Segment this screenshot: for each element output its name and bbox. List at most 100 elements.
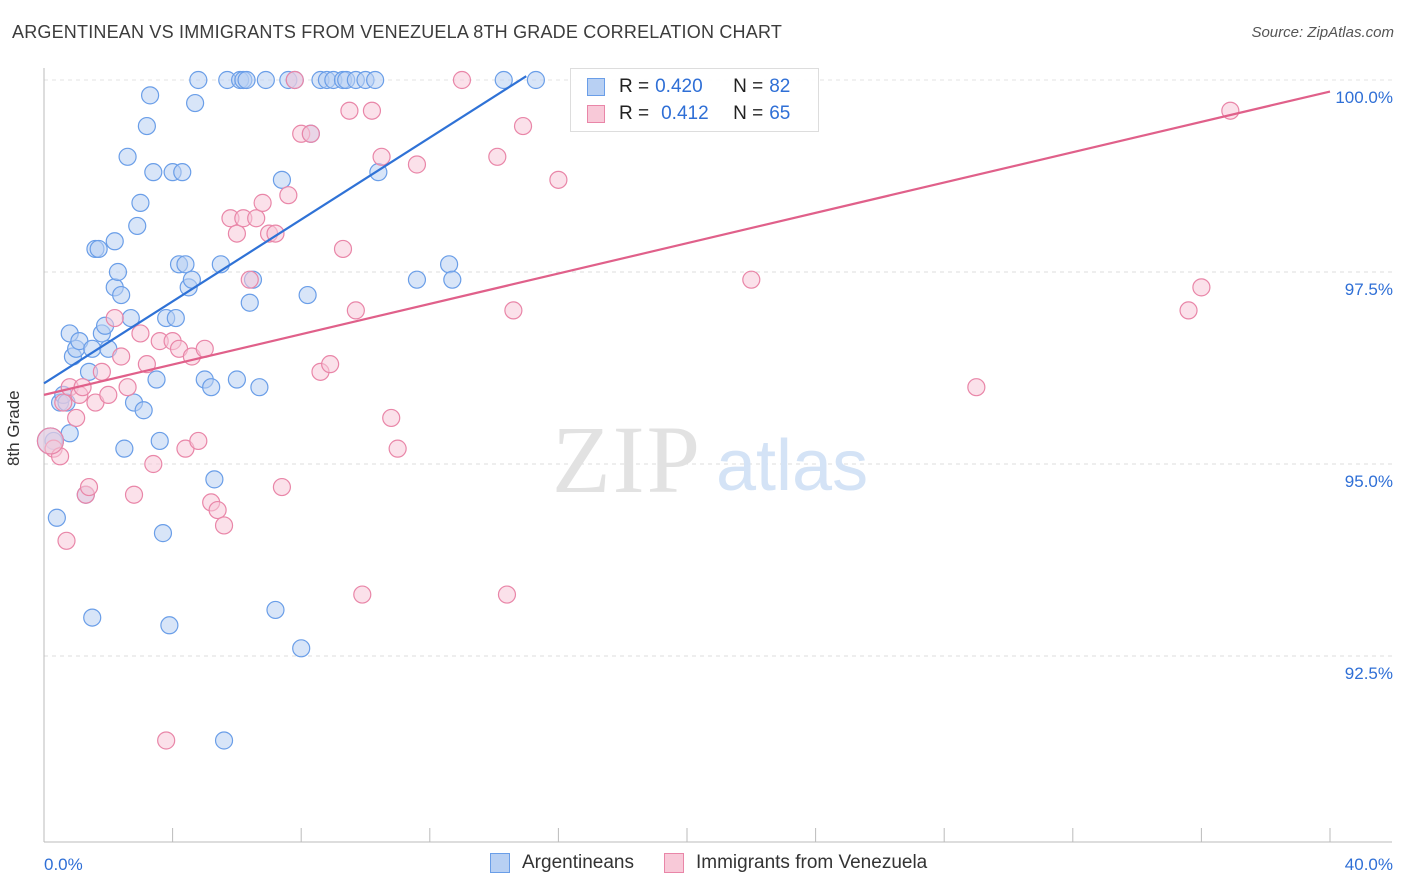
venezuela-point: [67, 408, 86, 428]
venezuela-point: [388, 439, 407, 458]
argentinean-point: [89, 239, 108, 259]
bottom-legend-swatch-pink: [663, 853, 684, 873]
legend-r-label: R =: [619, 103, 650, 124]
bottom-legend-label: Argentineans: [522, 852, 634, 873]
venezuela-point: [272, 477, 292, 497]
venezuela-point: [208, 500, 227, 520]
venezuela-point: [1179, 301, 1198, 320]
y-tick-label: 92.5%: [1345, 664, 1393, 683]
bottom-legend-swatch-blue: [490, 853, 510, 873]
argentinean-point: [292, 639, 311, 658]
venezuela-point: [321, 355, 340, 374]
venezuela-point: [131, 324, 150, 343]
source-label: Source: ZipAtlas.com: [1251, 24, 1394, 41]
venezuela-point: [124, 485, 144, 504]
venezuela-point: [285, 70, 304, 90]
argentinean-point: [407, 270, 427, 289]
argentinean-point: [173, 163, 192, 182]
argentinean-point: [227, 370, 246, 389]
tick-labels: 100.0% 97.5% 95.0% 92.5% 0.0% 40.0%: [44, 88, 1393, 874]
venezuela-point: [504, 301, 523, 320]
axes: [43, 68, 1392, 843]
argentinean-point: [214, 731, 234, 750]
venezuela-point: [112, 347, 131, 366]
chart-title: ARGENTINEAN VS IMMIGRANTS FROM VENEZUELA…: [12, 22, 783, 42]
argentinean-point: [443, 270, 462, 289]
venezuela-point: [452, 70, 472, 90]
trend-lines: [43, 75, 1331, 396]
argentinean-point: [237, 70, 256, 90]
argentinean-point: [150, 431, 169, 451]
y-axis-label: 8th Grade: [4, 390, 23, 466]
argentinean-point: [366, 70, 385, 90]
argentinean-point: [240, 293, 259, 312]
argentinean-point: [144, 163, 163, 182]
venezuela-point: [372, 147, 391, 166]
venezuela-point: [333, 239, 353, 259]
argentinean-point: [205, 470, 224, 489]
venezuela-point: [346, 301, 365, 320]
venezuela-point: [279, 186, 298, 205]
data-points: [36, 70, 1240, 750]
venezuela-point: [497, 585, 517, 604]
bottom-legend: Argentineans Immigrants from Venezuela: [490, 852, 957, 874]
argentinean-point: [147, 370, 166, 389]
argentinean-point: [137, 116, 156, 136]
argentinean-point: [134, 401, 153, 420]
x-tick-label: 0.0%: [44, 855, 83, 874]
argentinean-point: [250, 378, 269, 397]
gridlines: [44, 79, 1392, 657]
argentinean-point: [105, 232, 124, 251]
venezuela-point: [137, 355, 156, 374]
watermark-atlas: atlas: [716, 426, 868, 506]
venezuela-point: [549, 170, 568, 189]
venezuela-point: [301, 124, 320, 143]
venezuela-point: [214, 516, 234, 535]
argentinean-point: [439, 255, 459, 274]
argentinean-point: [189, 70, 208, 90]
venezuela-point: [227, 224, 246, 243]
y-tick-label: 95.0%: [1345, 472, 1393, 491]
venezuela-point: [353, 585, 372, 604]
argentinean-point: [298, 285, 317, 305]
bottom-legend-venezuela: Immigrants from Venezuela: [663, 852, 928, 874]
venezuela-point: [407, 155, 427, 174]
venezuela-point: [1192, 278, 1211, 297]
venezuela-point: [57, 531, 76, 550]
venezuela-point: [144, 454, 163, 474]
argentinean-point: [108, 262, 128, 282]
argentinean-point: [202, 378, 221, 397]
legend-row-argentineans: R = 0.420 N = 82: [587, 74, 790, 100]
bottom-legend-label: Immigrants from Venezuela: [695, 852, 928, 873]
argentinean-point: [118, 147, 137, 166]
argentinean-point: [266, 600, 285, 620]
venezuela-point: [488, 147, 507, 166]
venezuela-point: [340, 101, 359, 120]
argentinean-point: [140, 86, 160, 105]
legend-swatch-blue: [587, 78, 605, 96]
stats-legend: R = 0.420 N = 82 R = 0.412 N = 65: [570, 68, 819, 132]
legend-n-label: N =: [733, 103, 764, 124]
venezuela-point: [105, 308, 124, 328]
venezuela-point: [247, 209, 266, 228]
venezuela-point: [54, 393, 73, 412]
venezuela-point: [118, 378, 137, 397]
venezuela-trend-line: [43, 90, 1331, 396]
argentinean-point: [494, 70, 513, 90]
venezuela-point: [362, 101, 382, 120]
argentinean-point: [112, 285, 131, 305]
venezuela-point: [240, 270, 259, 289]
venezuela-point: [99, 385, 118, 404]
argentinean-point: [272, 170, 292, 189]
argentinean-trend-line: [43, 75, 527, 385]
argentinean-point: [160, 616, 179, 635]
argentinean-point: [256, 70, 275, 90]
legend-n-label: N =: [733, 76, 764, 97]
venezuela-point: [967, 378, 986, 397]
argentinean-point: [128, 216, 147, 236]
venezuela-point: [79, 477, 99, 497]
y-tick-label: 100.0%: [1335, 88, 1393, 107]
watermark: ZIP atlas: [552, 406, 868, 513]
venezuela-point: [157, 731, 176, 750]
